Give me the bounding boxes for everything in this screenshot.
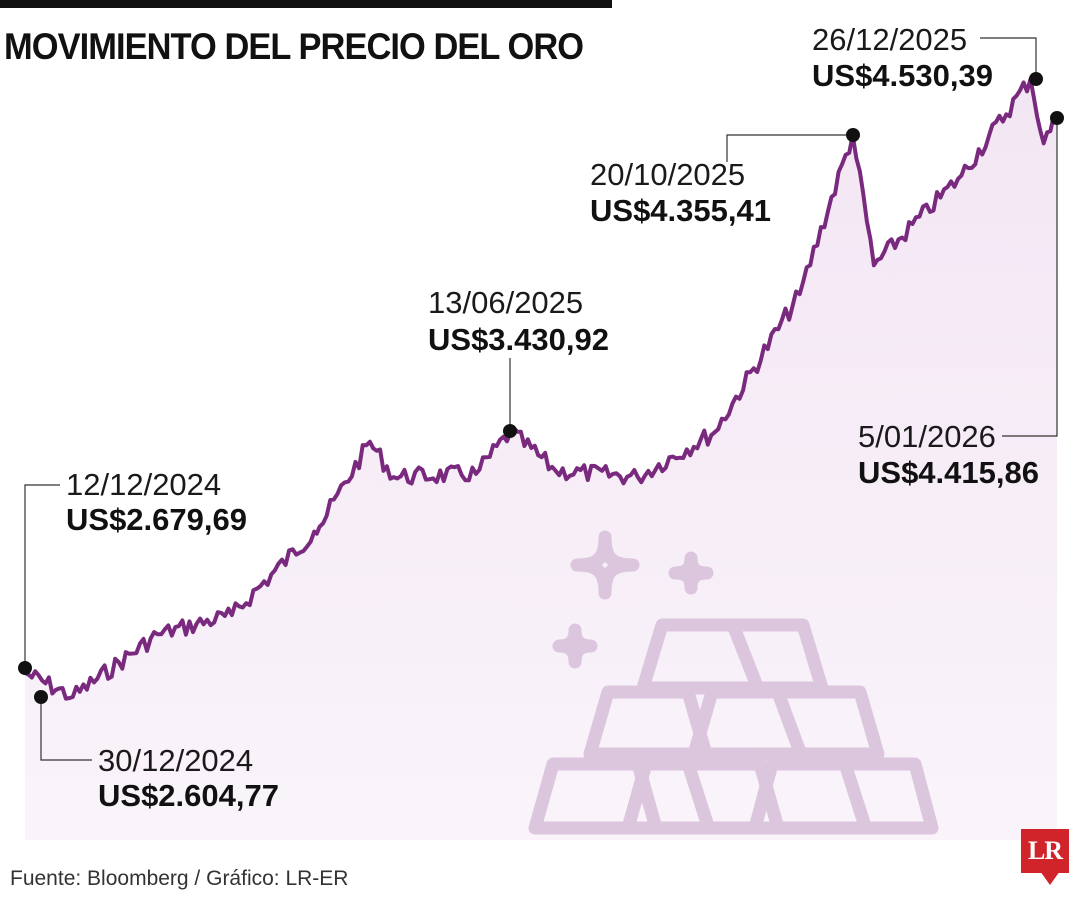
chart-title: MOVIMIENTO DEL PRECIO DEL ORO bbox=[4, 26, 584, 67]
price-area-fill bbox=[25, 79, 1057, 840]
annotation-date: 26/12/2025 bbox=[812, 22, 967, 57]
annotation-latest: 5/01/2026 US$4.415,86 bbox=[858, 111, 1064, 490]
annotation-date: 13/06/2025 bbox=[428, 285, 583, 320]
annotation-october: 20/10/2025 US$4.355,41 bbox=[590, 128, 860, 228]
leader-line bbox=[40, 697, 92, 761]
annotation-date: 12/12/2024 bbox=[66, 467, 221, 502]
lr-logo: LR bbox=[1021, 829, 1069, 873]
annotation-price: US$3.430,92 bbox=[428, 322, 609, 357]
annotation-price: US$2.604,77 bbox=[98, 778, 279, 813]
annotation-date: 30/12/2024 bbox=[98, 743, 253, 778]
data-point-marker bbox=[503, 424, 517, 438]
annotation-price: US$4.530,39 bbox=[812, 58, 993, 93]
source-credit: Fuente: Bloomberg / Gráfico: LR-ER bbox=[10, 867, 349, 890]
data-point-marker bbox=[18, 661, 32, 675]
data-point-marker bbox=[1050, 111, 1064, 125]
title-rule bbox=[0, 0, 612, 8]
leader-line bbox=[24, 484, 60, 668]
leader-line bbox=[1002, 118, 1058, 437]
annotation-peak: 26/12/2025 US$4.530,39 bbox=[812, 22, 1043, 93]
annotation-june: 13/06/2025 US$3.430,92 bbox=[428, 285, 609, 438]
data-point-marker bbox=[1029, 72, 1043, 86]
annotation-price: US$4.415,86 bbox=[858, 455, 1039, 490]
gold-bars-sparkles-icon bbox=[528, 530, 939, 835]
data-point-marker bbox=[846, 128, 860, 142]
leader-line bbox=[980, 37, 1037, 79]
annotation-date: 20/10/2025 bbox=[590, 157, 745, 192]
annotation-price: US$2.679,69 bbox=[66, 502, 247, 537]
lr-logo-tail bbox=[1040, 871, 1060, 885]
leader-line bbox=[726, 134, 853, 162]
annotation-price: US$4.355,41 bbox=[590, 193, 771, 228]
price-series-line bbox=[23, 77, 1059, 701]
annotation-date: 5/01/2026 bbox=[858, 419, 996, 454]
annotation-low: 30/12/2024 US$2.604,77 bbox=[34, 690, 279, 813]
annotation-start: 12/12/2024 US$2.679,69 bbox=[18, 467, 247, 675]
data-point-marker bbox=[34, 690, 48, 704]
